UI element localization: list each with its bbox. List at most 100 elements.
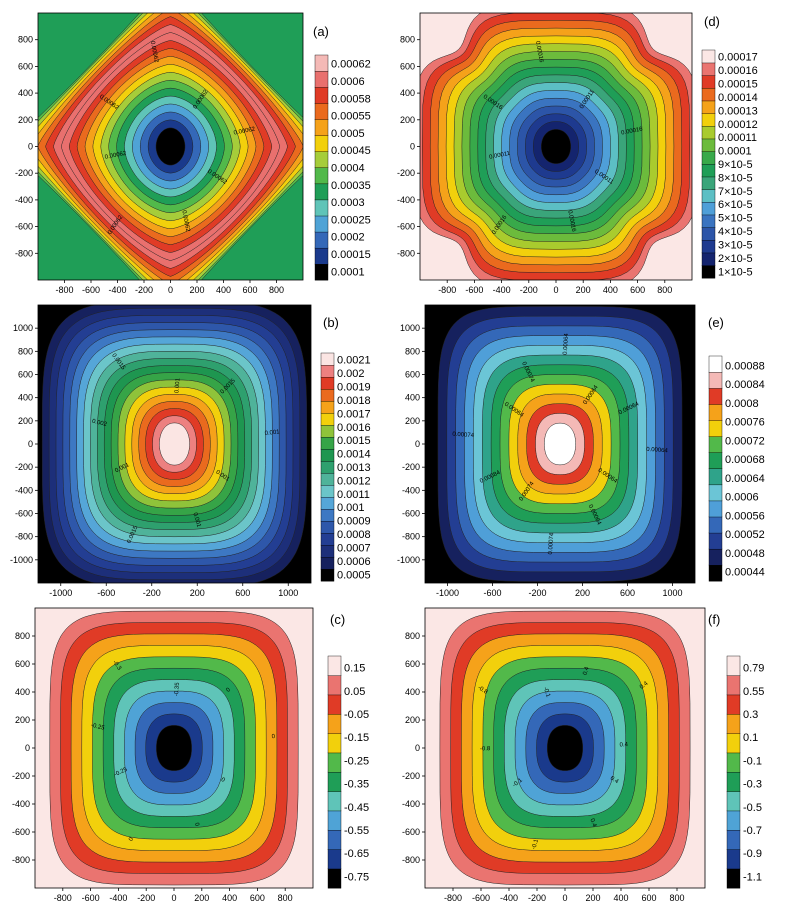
contour-label: 0.4 xyxy=(588,818,597,829)
legend-swatch xyxy=(320,508,335,522)
contour-label: -0.1 xyxy=(542,686,551,698)
contour-band xyxy=(159,422,190,466)
x-tick-label: 600 xyxy=(641,893,656,903)
legend-label: 0.0005 xyxy=(337,569,371,581)
x-tick-label: -600 xyxy=(82,893,100,903)
y-tick-label: -1000 xyxy=(397,555,420,565)
x-tick-label: -400 xyxy=(493,285,511,295)
x-tick-label: 400 xyxy=(613,893,628,903)
legend-label: 0.0013 xyxy=(337,462,371,474)
legend-swatch xyxy=(314,231,329,249)
legend-label: 0.0015 xyxy=(337,435,371,447)
legend-swatch xyxy=(708,404,723,421)
y-tick-label: 600 xyxy=(400,61,415,71)
y-tick-label: -200 xyxy=(402,462,420,472)
x-tick-label: 800 xyxy=(669,893,684,903)
contour-label: 0 xyxy=(193,822,200,827)
legend-swatch xyxy=(701,87,716,102)
legend-swatch xyxy=(726,771,741,792)
legend-swatch xyxy=(327,810,342,831)
contour-label: 0 xyxy=(128,836,135,842)
legend-swatch xyxy=(726,849,741,870)
legend-swatch xyxy=(314,247,329,265)
contour-label: -0.35 xyxy=(174,682,181,697)
legend-label: 0.0006 xyxy=(337,556,371,568)
legend-label: 0.00055 xyxy=(331,111,371,123)
contour-label: 0.00062 xyxy=(149,41,159,64)
y-tick-label: 1000 xyxy=(400,323,420,333)
legend-label: 0.00072 xyxy=(725,435,765,447)
x-tick-label: 400 xyxy=(216,285,231,295)
y-tick-label: -800 xyxy=(402,855,420,865)
legend-label: 0.00058 xyxy=(331,93,371,105)
legend-label: 0.00017 xyxy=(718,52,758,64)
x-tick-label: -200 xyxy=(528,588,546,598)
legend-label: -0.45 xyxy=(344,802,369,814)
legend-label: 0.00056 xyxy=(725,510,765,522)
legend-label: 5×10-5 xyxy=(718,213,753,225)
legend-label: 0.0003 xyxy=(331,197,365,209)
legend-label: 1×10-5 xyxy=(718,266,753,278)
contour-label: 0.001 xyxy=(192,512,202,529)
x-tick-label: 600 xyxy=(235,588,250,598)
legend-swatch xyxy=(708,468,723,486)
contour-band xyxy=(544,422,576,466)
legend-swatch xyxy=(320,472,335,486)
legend-swatch xyxy=(701,138,716,152)
legend-swatch xyxy=(708,355,723,373)
legend-label: 0.00048 xyxy=(725,548,765,560)
legend-label: 0.00076 xyxy=(725,417,765,429)
y-tick-label: -200 xyxy=(15,462,33,472)
legend-swatch xyxy=(708,387,723,405)
legend-label: 2×10-5 xyxy=(718,253,753,265)
y-tick-label: -600 xyxy=(402,509,420,519)
legend-label: 0.0012 xyxy=(337,475,371,487)
y-tick-label: -600 xyxy=(12,827,30,837)
legend-label: 0.0017 xyxy=(337,408,371,420)
legend-label: 0.3 xyxy=(743,709,758,721)
y-tick-label: -200 xyxy=(402,771,420,781)
y-tick-label: 200 xyxy=(15,715,30,725)
legend-swatch xyxy=(726,713,741,734)
legend-swatch xyxy=(320,424,335,438)
legend-swatch xyxy=(701,113,716,127)
legend-label: -1.1 xyxy=(743,871,762,883)
y-tick-label: 600 xyxy=(18,61,33,71)
y-tick-label: -400 xyxy=(397,195,415,205)
legend-label: 0.0007 xyxy=(337,543,371,555)
legend-label: 0.0011 xyxy=(337,489,370,501)
legend-swatch xyxy=(314,183,329,201)
legend-label: 0.00015 xyxy=(331,249,371,261)
y-tick-label: 1000 xyxy=(13,323,33,333)
contour-label: -0.25 xyxy=(113,767,129,779)
y-tick-label: 0 xyxy=(25,743,30,753)
x-tick-label: 0 xyxy=(168,285,173,295)
y-tick-label: 400 xyxy=(405,393,420,403)
y-tick-label: 800 xyxy=(18,346,33,356)
legend-label: -0.75 xyxy=(344,871,369,883)
x-tick-label: -600 xyxy=(465,285,483,295)
contour-label: 0.00074 xyxy=(452,432,475,440)
legend-label: 0.001 xyxy=(337,502,365,514)
contour-label: 0.00016 xyxy=(534,41,544,64)
legend-label: -0.65 xyxy=(344,848,369,860)
panel-label: (b) xyxy=(323,315,339,330)
contour-label: 0 xyxy=(220,777,227,784)
y-tick-label: -400 xyxy=(15,195,33,205)
panel-f: 0.40.4-0.1-0.1-0.8-0.8 -0.10.40.40.4-800-… xyxy=(402,607,764,903)
panel-label: (c) xyxy=(330,612,345,627)
x-tick-label: -200 xyxy=(135,285,153,295)
legend-swatch xyxy=(726,791,741,812)
contour-label: -0.1 xyxy=(531,838,540,850)
y-tick-label: -800 xyxy=(402,532,420,542)
legend-swatch xyxy=(327,771,342,792)
legend-swatch xyxy=(327,868,342,889)
y-tick-label: 800 xyxy=(400,35,415,45)
y-tick-label: 0 xyxy=(28,142,33,152)
legend-swatch xyxy=(726,675,741,696)
x-tick-label: 0 xyxy=(171,893,176,903)
legend-label: 0.0006 xyxy=(725,492,759,504)
legend-swatch xyxy=(708,564,723,582)
y-tick-label: 600 xyxy=(15,659,30,669)
